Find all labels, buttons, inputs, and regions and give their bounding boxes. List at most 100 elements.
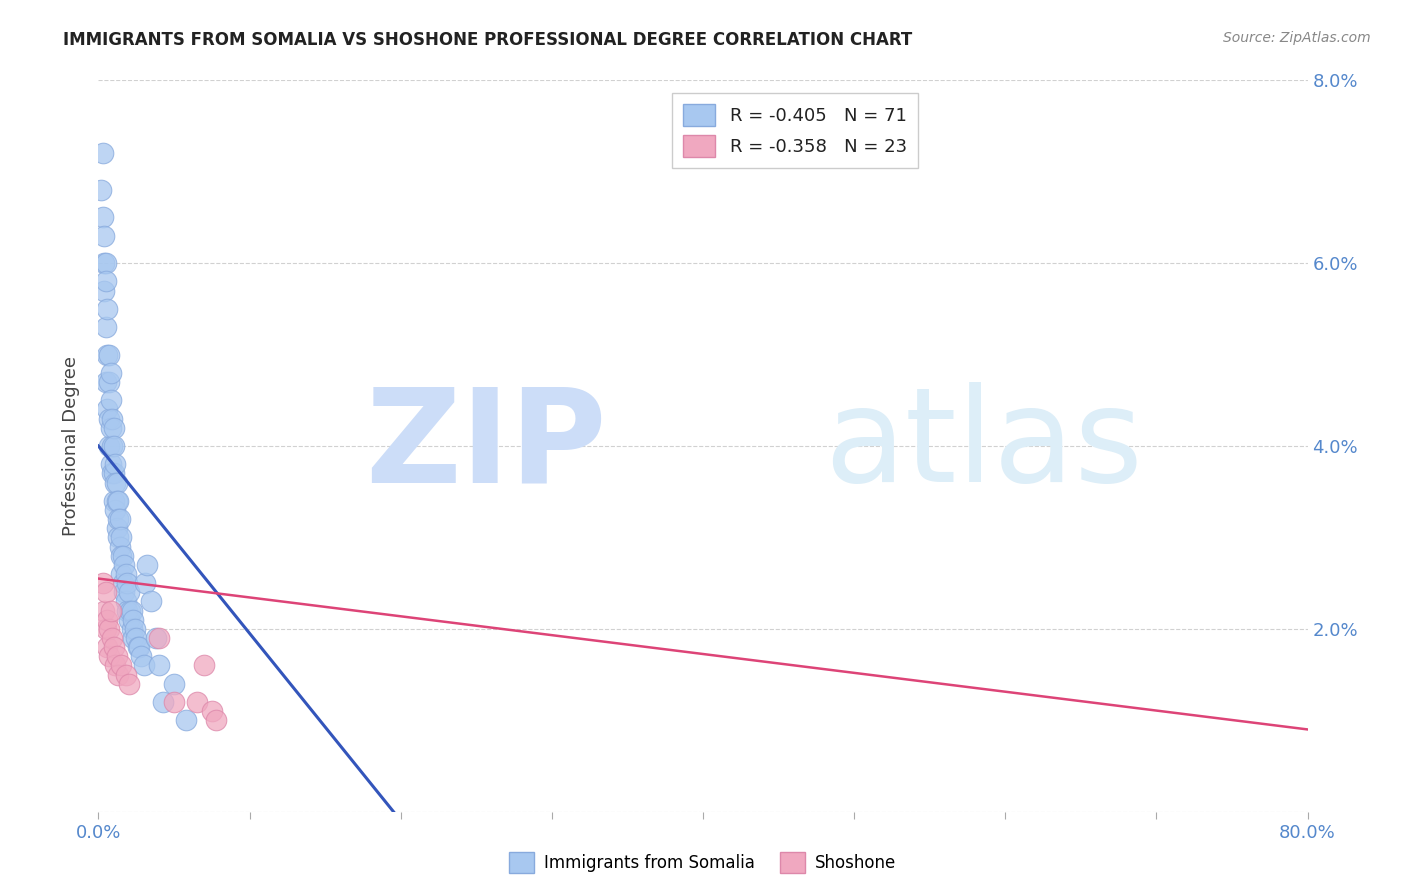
Point	[115, 604, 138, 618]
Point	[93, 256, 115, 270]
Point	[101, 467, 124, 481]
Point	[105, 521, 128, 535]
Text: IMMIGRANTS FROM SOMALIA VS SHOSHONE PROFESSIONAL DEGREE CORRELATION CHART: IMMIGRANTS FROM SOMALIA VS SHOSHONE PROF…	[63, 31, 912, 49]
Point	[118, 613, 141, 627]
Point	[93, 228, 115, 243]
Legend: R = -0.405   N = 71, R = -0.358   N = 23: R = -0.405 N = 71, R = -0.358 N = 23	[672, 93, 918, 168]
Point	[98, 375, 121, 389]
Point	[100, 421, 122, 435]
Point	[100, 604, 122, 618]
Point	[134, 576, 156, 591]
Point	[128, 640, 150, 655]
Point	[120, 604, 142, 618]
Point	[90, 183, 112, 197]
Point	[104, 503, 127, 517]
Point	[103, 467, 125, 481]
Point	[96, 640, 118, 655]
Point	[98, 347, 121, 362]
Point	[115, 576, 138, 591]
Point	[186, 695, 208, 709]
Point	[107, 494, 129, 508]
Point	[163, 695, 186, 709]
Point	[108, 512, 131, 526]
Point	[193, 658, 215, 673]
Point	[93, 604, 115, 618]
Point	[114, 567, 136, 582]
Point	[145, 631, 167, 645]
Point	[111, 549, 134, 563]
Point	[98, 649, 121, 664]
Point	[103, 439, 125, 453]
Point	[127, 640, 149, 655]
Point	[122, 613, 145, 627]
Point	[105, 649, 128, 664]
Point	[100, 458, 122, 472]
Point	[122, 631, 145, 645]
Point	[141, 594, 163, 608]
Point	[101, 439, 124, 453]
Point	[103, 421, 125, 435]
Point	[112, 585, 135, 599]
Point	[93, 284, 115, 298]
Point	[110, 549, 132, 563]
Point	[125, 631, 148, 645]
Point	[148, 631, 170, 645]
Point	[94, 320, 117, 334]
Point	[96, 301, 118, 316]
Point	[107, 530, 129, 544]
Point	[100, 393, 122, 408]
Point	[129, 649, 152, 664]
Point	[152, 695, 174, 709]
Point	[110, 567, 132, 582]
Point	[94, 622, 117, 636]
Point	[91, 146, 114, 161]
Point	[118, 676, 141, 690]
Point	[94, 256, 117, 270]
Point	[112, 558, 135, 572]
Point	[96, 613, 118, 627]
Point	[148, 658, 170, 673]
Point	[201, 704, 224, 718]
Point	[135, 558, 157, 572]
Point	[110, 530, 132, 544]
Point	[94, 585, 117, 599]
Point	[205, 714, 228, 728]
Point	[111, 576, 134, 591]
Point	[121, 622, 143, 636]
Point	[104, 658, 127, 673]
Point	[104, 458, 127, 472]
Point	[91, 576, 114, 591]
Text: ZIP: ZIP	[364, 383, 606, 509]
Point	[114, 667, 136, 681]
Point	[132, 658, 155, 673]
Point	[94, 375, 117, 389]
Point	[105, 475, 128, 490]
Point	[105, 494, 128, 508]
Point	[104, 475, 127, 490]
Point	[98, 439, 121, 453]
Point	[96, 402, 118, 417]
Point	[101, 631, 124, 645]
Point	[94, 275, 117, 289]
Point	[91, 211, 114, 225]
Point	[100, 366, 122, 380]
Point	[124, 622, 146, 636]
Point	[114, 594, 136, 608]
Point	[108, 540, 131, 554]
Point	[98, 411, 121, 425]
Y-axis label: Professional Degree: Professional Degree	[62, 356, 80, 536]
Point	[121, 604, 143, 618]
Point	[110, 658, 132, 673]
Point	[163, 676, 186, 690]
Point	[101, 411, 124, 425]
Point	[118, 585, 141, 599]
Point	[96, 347, 118, 362]
Point	[107, 667, 129, 681]
Point	[107, 512, 129, 526]
Point	[98, 622, 121, 636]
Point	[103, 494, 125, 508]
Point	[103, 640, 125, 655]
Point	[174, 714, 197, 728]
Legend: Immigrants from Somalia, Shoshone: Immigrants from Somalia, Shoshone	[503, 846, 903, 880]
Text: Source: ZipAtlas.com: Source: ZipAtlas.com	[1223, 31, 1371, 45]
